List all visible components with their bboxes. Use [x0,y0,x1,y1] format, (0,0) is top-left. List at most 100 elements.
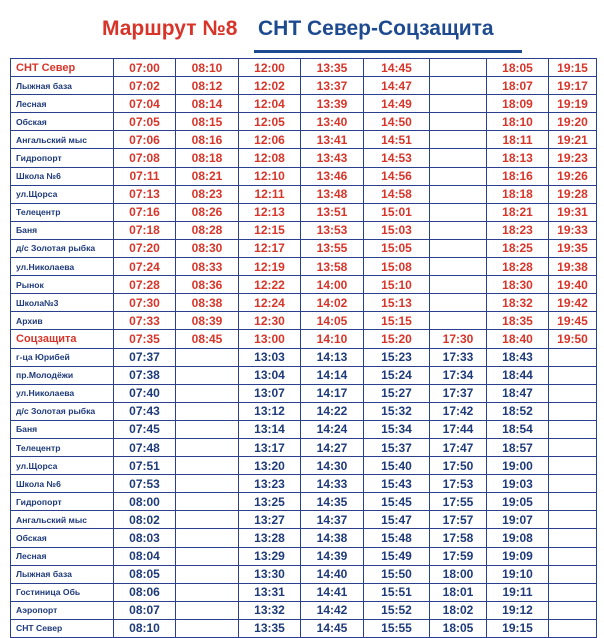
departure-time-cell: 18:25 [486,238,549,259]
table-row: Соцзащита 07:35 08:45 13:00 14:10 15:20 17:30 1… [10,329,597,349]
departure-time-cell [548,546,597,566]
departure-time-cell: 14:14 [300,365,364,385]
departure-time-cell: 12:11 [238,184,301,204]
departure-time-cell: 13:12 [238,401,301,421]
departure-time-cell: 08:39 [175,311,239,331]
departure-time-cell: 18:54 [486,419,549,439]
page-header: Маршрут №8 СНТ Север-Соцзащита [0,17,604,57]
departure-time-cell: 13:00 [238,329,301,349]
departure-time-cell: 08:03 [113,528,176,548]
departure-time-cell: 08:33 [175,257,239,277]
departure-time-cell: 07:04 [113,94,176,114]
departure-time-cell [429,311,487,331]
departure-time-cell: 13:40 [300,112,364,132]
departure-time-cell [548,618,597,638]
departure-time-cell: 14:02 [300,293,364,313]
departure-time-cell: 17:59 [429,546,487,566]
departure-time-cell: 07:51 [113,456,176,476]
departure-time-cell: 18:21 [486,202,549,222]
departure-time-cell: 07:05 [113,112,176,132]
departure-time-cell: 18:05 [486,57,549,78]
departure-time-cell [548,419,597,439]
departure-time-cell [548,437,597,458]
departure-time-cell: 08:18 [175,148,239,168]
departure-time-cell: 08:15 [175,112,239,132]
departure-time-cell: 18:13 [486,148,549,168]
departure-time-cell: 12:30 [238,311,301,331]
stop-name-cell: Соцзащита [10,329,114,349]
departure-time-cell: 15:10 [363,275,430,295]
table-row: СНТ Север 07:00 08:10 12:00 13:35 14:45 18:05 1… [10,57,597,78]
departure-time-cell: 15:24 [363,365,430,385]
departure-time-cell: 07:00 [113,57,176,78]
table-row: Лесная 08:04 13:29 14:39 15:49 17:59 19:09 [10,546,597,566]
departure-time-cell: 19:05 [486,492,549,512]
departure-time-cell: 08:45 [175,329,239,349]
departure-time-cell: 18:44 [486,365,549,385]
departure-time-cell: 07:08 [113,148,176,168]
departure-time-cell [429,94,487,114]
departure-time-cell: 07:33 [113,311,176,331]
table-row: Школа №6 07:53 13:23 14:33 15:43 17:53 19:03 [10,474,597,494]
departure-time-cell [548,401,597,421]
departure-time-cell [548,365,597,385]
departure-time-cell: 15:01 [363,202,430,222]
departure-time-cell: 14:22 [300,401,364,421]
stop-name-cell: СНТ Север [10,57,114,78]
table-row: Лесная 07:04 08:14 12:04 13:39 14:49 18:09 19:1… [10,94,597,114]
departure-time-cell: 08:38 [175,293,239,313]
table-row: Гидропорт 07:08 08:18 12:08 13:43 14:53 18:13 1… [10,148,597,168]
departure-time-cell [429,293,487,313]
departure-time-cell [175,564,239,584]
departure-time-cell: 07:24 [113,257,176,277]
departure-time-cell: 14:37 [300,510,364,530]
departure-time-cell [175,582,239,602]
departure-time-cell: 14:42 [300,600,364,620]
departure-time-cell: 17:47 [429,437,487,458]
departure-time-cell: 19:42 [548,293,597,313]
departure-time-cell: 08:05 [113,564,176,584]
departure-time-cell: 14:27 [300,437,364,458]
departure-time-cell: 14:49 [363,94,430,114]
departure-time-cell: 08:36 [175,275,239,295]
table-row: СНТ Север 08:10 13:35 14:45 15:55 18:05 19:15 [10,618,597,638]
departure-time-cell: 13:25 [238,492,301,512]
departure-time-cell: 19:31 [548,202,597,222]
table-row: Аэропорт 08:07 13:32 14:42 15:52 18:02 19:12 [10,600,597,620]
stop-name-cell: ул.Щорса [10,184,114,204]
departure-time-cell: 13:17 [238,437,301,458]
departure-time-cell: 18:57 [486,437,549,458]
departure-time-cell: 17:34 [429,365,487,385]
departure-time-cell: 17:57 [429,510,487,530]
table-row: ул.Николаева 07:40 13:07 14:17 15:27 17:37 18:… [10,383,597,403]
stop-name-cell: д/с Золотая рыбка [10,401,114,421]
table-row: ул.Щорса 07:13 08:23 12:11 13:48 14:58 18:18 19… [10,184,597,204]
departure-time-cell [548,492,597,512]
departure-time-cell: 18:01 [429,582,487,602]
table-row: Ангальский мыс 07:06 08:16 12:06 13:41 14:51 1… [10,130,597,150]
departure-time-cell: 08:00 [113,492,176,512]
departure-time-cell [175,456,239,476]
stop-name-cell: Аэропорт [10,600,114,620]
table-row: Баня 07:18 08:28 12:15 13:53 15:03 18:23 19:33 [10,220,597,240]
departure-time-cell: 12:13 [238,202,301,222]
stop-name-cell: Баня [10,220,114,240]
departure-time-cell: 15:27 [363,383,430,403]
departure-time-cell: 19:00 [486,456,549,476]
departure-time-cell: 07:11 [113,166,176,186]
departure-time-cell: 18:07 [486,76,549,96]
departure-time-cell: 14:53 [363,148,430,168]
departure-time-cell [175,437,239,458]
departure-time-cell: 19:40 [548,275,597,295]
departure-time-cell: 17:44 [429,419,487,439]
schedule-body: СНТ Север 07:00 08:10 12:00 13:35 14:45 18:05 1… [10,57,597,638]
departure-time-cell: 13:32 [238,600,301,620]
stop-name-cell: Архив [10,311,114,331]
table-row: Телецентр 07:16 08:26 12:13 13:51 15:01 18:21 1… [10,202,597,222]
table-row: Школа №6 07:11 08:21 12:10 13:46 14:56 18:16 19… [10,166,597,186]
departure-time-cell: 13:41 [300,130,364,150]
departure-time-cell [548,564,597,584]
departure-time-cell: 13:53 [300,220,364,240]
departure-time-cell: 12:22 [238,275,301,295]
table-row: Обская 08:03 13:28 14:38 15:48 17:58 19:08 [10,528,597,548]
